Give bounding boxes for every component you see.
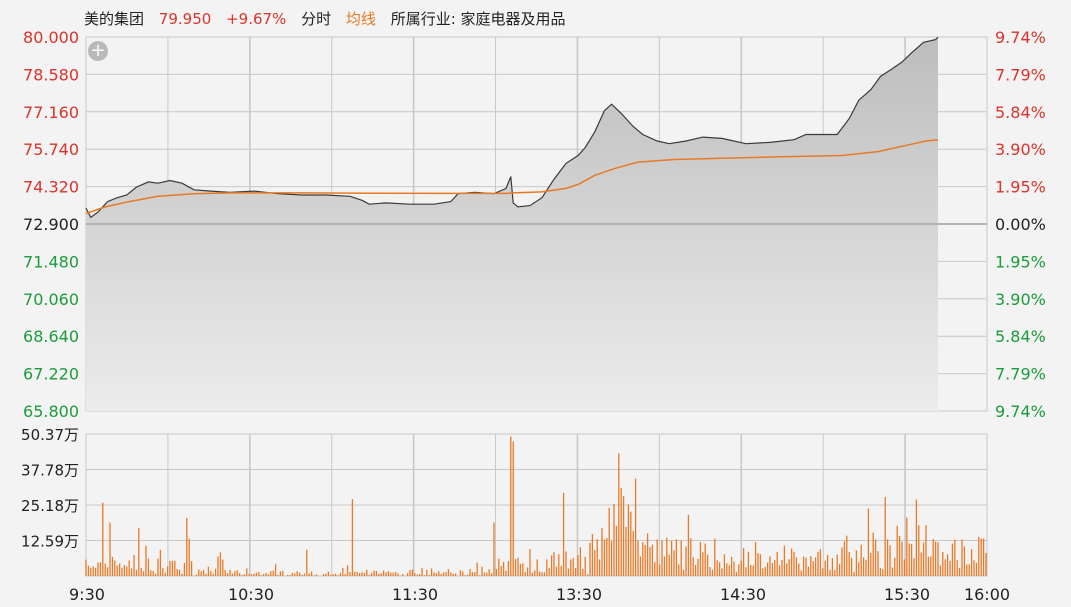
pct-tick-label: 7.79% — [995, 365, 1046, 384]
price-tick-label: 74.320 — [23, 178, 79, 197]
price-tick-label: 68.640 — [23, 327, 79, 346]
time-tick-label: 15:30 — [884, 585, 930, 604]
pct-tick-label: 5.84% — [995, 327, 1046, 346]
price-tick-label: 70.060 — [23, 290, 79, 309]
time-tick-label: 16:00 — [964, 585, 1010, 604]
pct-tick-label: 1.95% — [995, 178, 1046, 197]
time-tick-label: 14:30 — [720, 585, 766, 604]
volume-tick-label: 50.37万 — [21, 426, 79, 444]
volume-tick-label: 12.59万 — [21, 533, 79, 551]
price-tick-label: 65.800 — [23, 402, 79, 421]
pct-tick-label: 9.74% — [995, 402, 1046, 421]
current-price: 79.950 — [158, 10, 212, 28]
pct-tick-label: 3.90% — [995, 290, 1046, 309]
volume-tick-label: 37.78万 — [21, 462, 79, 480]
price-tick-label: 67.220 — [23, 365, 79, 384]
tab-intraday[interactable]: 分时 — [301, 10, 332, 28]
avg-line — [85, 138, 939, 215]
change-percent: +9.67% — [226, 10, 287, 28]
chart-header: 美的集团 79.950 +9.67% 分时 均线 所属行业: 家庭电器及用品 — [84, 8, 576, 29]
avg-line-legend[interactable]: 均线 — [345, 10, 376, 28]
time-tick-label: 9:30 — [69, 585, 105, 604]
stock-name: 美的集团 — [84, 10, 145, 28]
price-tick-label: 77.160 — [23, 103, 79, 122]
time-tick-label: 13:30 — [556, 585, 602, 604]
price-tick-label: 80.000 — [23, 28, 79, 47]
volume-tick-label: 25.18万 — [21, 497, 79, 515]
time-tick-label: 11:30 — [392, 585, 438, 604]
price-tick-label: 75.740 — [23, 140, 79, 159]
industry-label: 所属行业: 家庭电器及用品 — [390, 10, 566, 28]
price-tick-label: 78.580 — [23, 65, 79, 84]
time-tick-label: 10:30 — [228, 585, 274, 604]
add-overlay-icon[interactable]: + — [88, 41, 108, 61]
pct-tick-label: 3.90% — [995, 140, 1046, 159]
pct-tick-label: 5.84% — [995, 103, 1046, 122]
pct-tick-label: 0.00% — [995, 215, 1046, 234]
price-line — [85, 36, 939, 219]
price-tick-label: 72.900 — [23, 215, 79, 234]
pct-tick-label: 1.95% — [995, 252, 1046, 271]
pct-tick-label: 9.74% — [995, 28, 1046, 47]
price-tick-label: 71.480 — [23, 252, 79, 271]
pct-tick-label: 7.79% — [995, 65, 1046, 84]
